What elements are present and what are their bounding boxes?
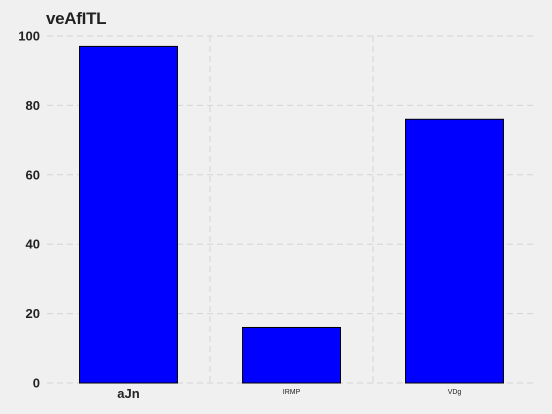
bar-aJn	[79, 45, 178, 384]
chart-title: veAfITL	[46, 9, 107, 28]
y-tick-label: 20	[26, 306, 40, 321]
x-axis-ticks: aJn IRMP VDg	[117, 386, 461, 401]
x-tick-label: IRMP	[283, 389, 301, 396]
y-axis-ticks: 0 20 40 60 80 100	[18, 29, 40, 391]
y-tick-label: 60	[26, 167, 40, 182]
x-tick-label: VDg	[448, 389, 462, 396]
bar-VDg	[405, 118, 504, 384]
bar-IRMP	[242, 326, 341, 384]
x-tick-label: aJn	[117, 386, 139, 401]
y-tick-label: 0	[33, 376, 40, 391]
y-tick-label: 40	[26, 237, 40, 252]
bars	[79, 45, 504, 384]
y-tick-label: 80	[26, 98, 40, 113]
y-tick-label: 100	[18, 29, 40, 44]
